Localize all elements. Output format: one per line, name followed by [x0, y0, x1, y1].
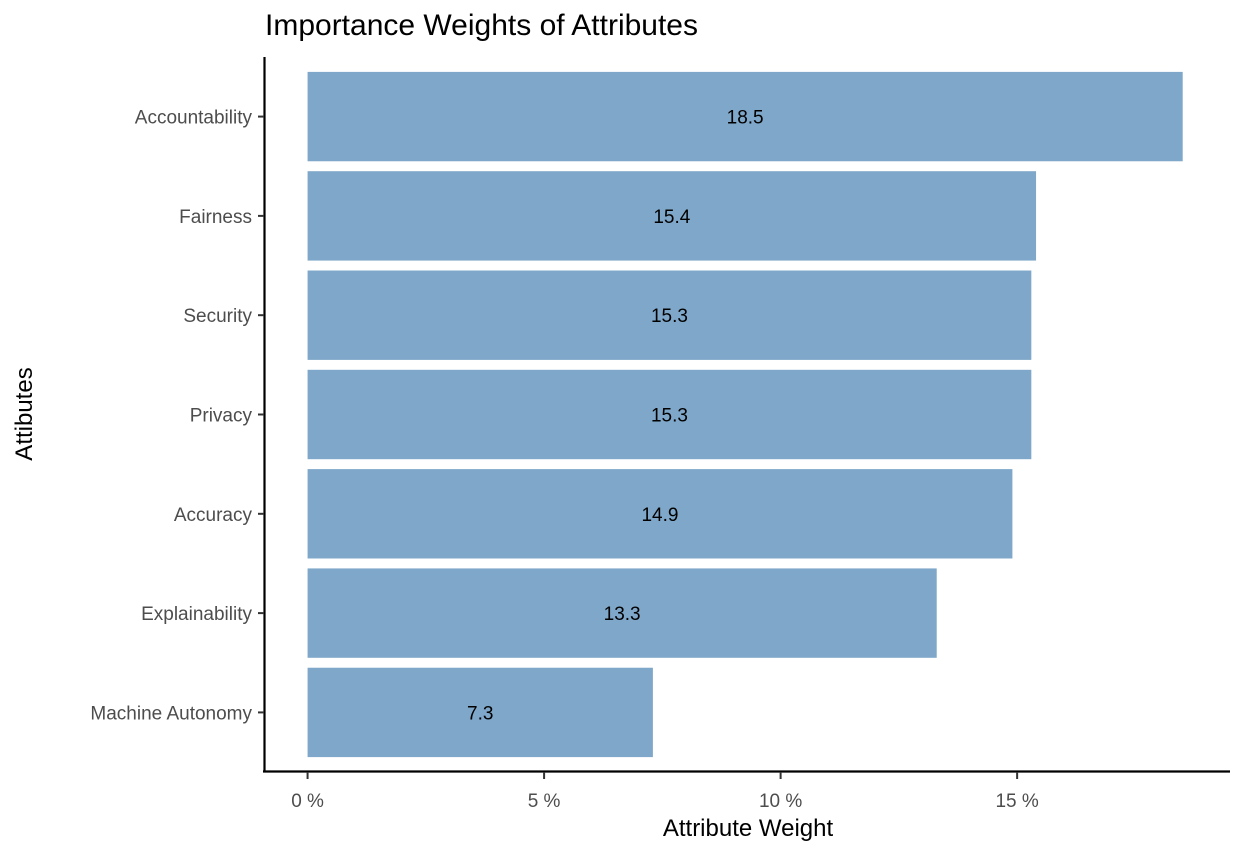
- data-label: 15.3: [651, 406, 688, 427]
- x-tick-label: 0 %: [291, 791, 324, 812]
- data-labels-group: 18.5 15.4 15.3 15.3 14.9 13.3 7.3: [467, 108, 764, 725]
- y-tick-label: Security: [183, 306, 252, 327]
- y-tick-label: Explainability: [141, 604, 252, 625]
- bar-accountability: [307, 71, 1183, 162]
- data-label: 18.5: [727, 108, 764, 129]
- bar-security: [307, 270, 1032, 360]
- y-tick-label: Accuracy: [174, 505, 253, 526]
- x-tick-label: 10 %: [759, 791, 802, 812]
- y-tick-label: Fairness: [179, 207, 252, 228]
- y-axis-title: Attibutes: [11, 367, 38, 460]
- bar-accuracy: [307, 469, 1013, 559]
- x-tick-label: 5 %: [528, 791, 561, 812]
- x-tick-label: 15 %: [995, 791, 1038, 812]
- bars-group: [307, 71, 1183, 758]
- y-tick-label: Privacy: [190, 406, 253, 427]
- data-label: 15.3: [651, 306, 688, 327]
- bar-privacy: [307, 369, 1032, 460]
- bar-machine-autonomy: [307, 667, 653, 758]
- y-axis-ticks: Accountability Fairness Security Privacy Acc…: [90, 108, 264, 724]
- bar-explainability: [307, 568, 937, 658]
- y-tick-label: Machine Autonomy: [90, 703, 252, 724]
- x-axis-ticks: 0 % 5 % 10 % 15 %: [291, 772, 1039, 812]
- data-label: 7.3: [467, 703, 493, 724]
- data-label: 15.4: [653, 207, 690, 228]
- y-tick-label: Accountability: [135, 108, 253, 129]
- bar-fairness: [307, 171, 1037, 261]
- x-axis-title: Attribute Weight: [663, 815, 834, 842]
- chart-title: Importance Weights of Attributes: [265, 9, 698, 42]
- data-label: 14.9: [641, 505, 678, 526]
- data-label: 13.3: [604, 604, 641, 625]
